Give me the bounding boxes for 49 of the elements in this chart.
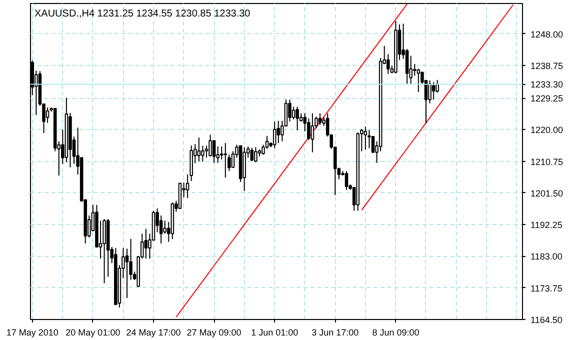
y-tick-label: 1229.25: [530, 94, 564, 104]
x-tick-label: 3 Jun 17:00: [312, 328, 359, 338]
ref-line-label: 1233.30: [530, 80, 564, 90]
candlestick: [364, 126, 368, 150]
candlestick: [292, 106, 296, 120]
candlestick: [386, 54, 390, 74]
candlestick: [368, 130, 371, 149]
candlestick: [231, 150, 235, 168]
candlestick: [272, 120, 276, 149]
candlestick: [296, 106, 299, 131]
candlestick: [344, 170, 348, 190]
candlestick: [310, 112, 314, 153]
candlestick: [413, 64, 416, 76]
candlestick: [318, 112, 322, 126]
x-tick-label: 17 May 2010: [6, 328, 58, 338]
candlestick: [102, 218, 106, 284]
x-tick-label: 27 May 09:00: [186, 328, 242, 338]
y-tick-label: 1238.75: [530, 61, 564, 72]
line-series: [176, 4, 408, 318]
candlestick: [371, 136, 375, 154]
y-tick-label: 1192.25: [530, 220, 562, 230]
candlestick: [125, 248, 129, 298]
candlestick: [416, 68, 420, 93]
line-series: [361, 4, 514, 211]
candlestick: [254, 146, 258, 163]
y-tick-label: 1210.75: [530, 156, 564, 167]
candlestick: [276, 120, 280, 144]
text: XAUUSD.,H4 1231.25 1234.55 1230.85 1233.30: [34, 8, 251, 20]
y-tick-label: 1173.75: [530, 283, 562, 294]
candlestick: [197, 137, 201, 162]
x-tick-label: 20 May 01:00: [66, 328, 120, 338]
y-tick-label: 1248.00: [530, 29, 564, 40]
y-tick-label: 1164.50: [530, 315, 562, 325]
x-tick-label: 8 Jun 09:00: [372, 328, 420, 338]
candlestick: [201, 145, 204, 162]
candlestick: [46, 106, 50, 124]
candlestick: [144, 228, 148, 260]
y-tick-label: 1220.00: [530, 125, 564, 136]
candlestick: [163, 220, 166, 234]
x-tick-label: 24 May 17:00: [126, 328, 181, 338]
candlestick: [428, 80, 432, 104]
x-tick-label: 1 Jun 01:00: [251, 328, 298, 338]
candlestick: [432, 82, 436, 100]
candlestick: [250, 147, 254, 162]
y-tick-label: 1201.50: [530, 188, 564, 198]
candlestick: [220, 146, 224, 160]
candlestick: [224, 142, 228, 178]
y-tick-label: 1183.00: [530, 252, 562, 262]
candlestick: [208, 134, 212, 157]
